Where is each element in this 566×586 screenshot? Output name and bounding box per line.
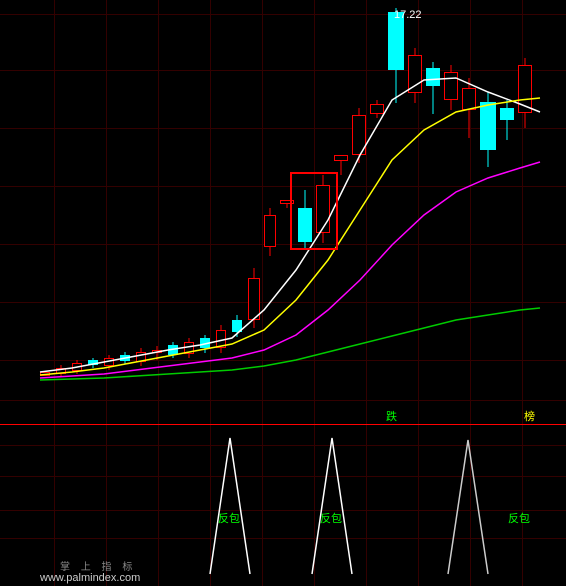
indicator-label: 反包: [218, 510, 240, 526]
indicator-label: 榜: [524, 408, 535, 424]
candle: [88, 0, 98, 420]
candle: [408, 0, 422, 420]
stock-chart-container: 17.22 跌 榜反包 反包 反包 掌 上 指 标 www.palmindex.com: [0, 0, 566, 586]
candle: [352, 0, 366, 420]
watermark-text: 掌 上 指 标: [60, 558, 136, 573]
candle: [216, 0, 226, 420]
candle: [388, 0, 404, 420]
candle: [462, 0, 476, 420]
candle: [370, 0, 384, 420]
candle: [248, 0, 260, 420]
candle: [152, 0, 162, 420]
panel-separator: [0, 424, 566, 425]
candle: [136, 0, 146, 420]
candle: [480, 0, 496, 420]
indicator-label: 反包: [320, 510, 342, 526]
candle: [120, 0, 130, 420]
price-label: 17.22: [394, 9, 422, 21]
candle: [72, 0, 82, 420]
candle: [518, 0, 532, 420]
indicator-label: 反包: [508, 510, 530, 526]
candle: [264, 0, 276, 420]
candle: [200, 0, 210, 420]
candle: [40, 0, 50, 420]
candle: [184, 0, 194, 420]
candle: [56, 0, 66, 420]
candle: [444, 0, 458, 420]
indicator-label: 跌: [386, 408, 397, 424]
highlight-box: [290, 172, 338, 250]
candle: [426, 0, 440, 420]
candle: [232, 0, 242, 420]
candle: [168, 0, 178, 420]
source-url: www.palmindex.com: [40, 572, 140, 584]
candle: [104, 0, 114, 420]
candle: [500, 0, 514, 420]
